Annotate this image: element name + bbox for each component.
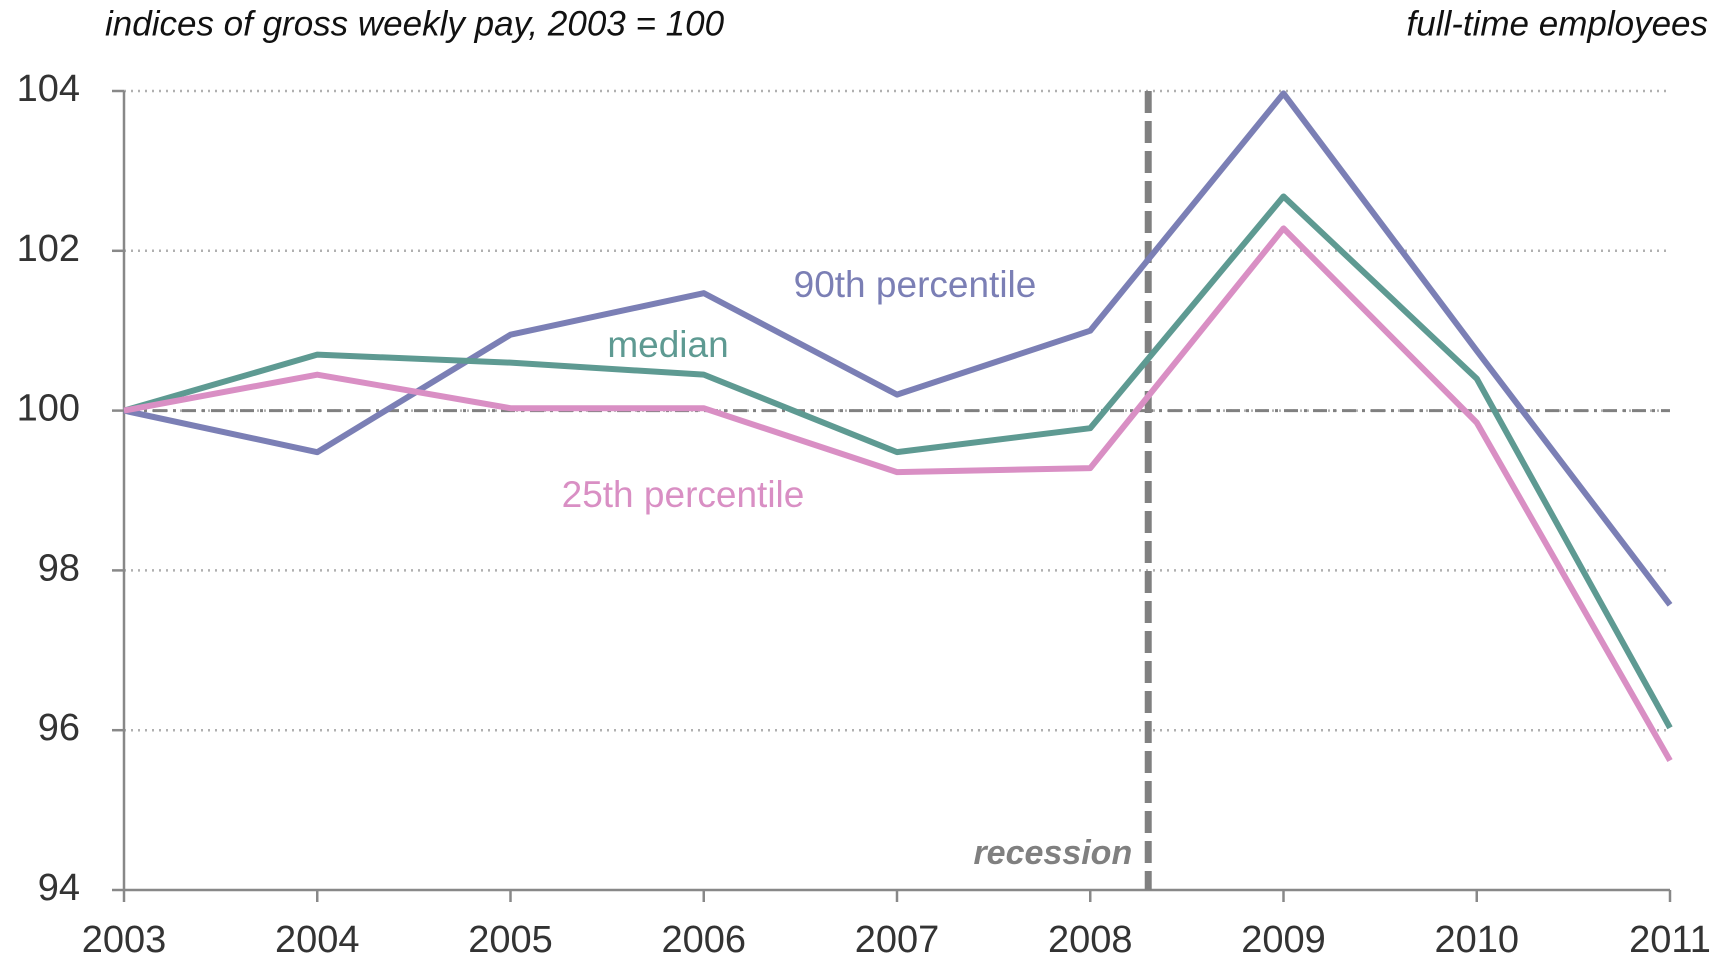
y-tick-label: 104 [17,68,80,110]
x-tick-label: 2008 [1048,919,1133,961]
series-label: 25th percentile [562,474,805,515]
y-tick-label: 96 [38,707,80,749]
y-tick-label: 98 [38,547,80,589]
x-tick-label: 2007 [855,919,940,961]
y-tick-label: 102 [17,228,80,270]
x-tick-label: 2009 [1241,919,1326,961]
y-tick-label: 94 [38,867,80,909]
x-tick-label: 2011 [1629,919,1711,961]
series-label: 90th percentile [794,264,1037,305]
series-label: median [607,324,728,365]
y-tick-label: 100 [17,388,80,430]
chart-title: indices of gross weekly pay, 2003 = 100 [105,4,725,43]
x-tick-label: 2010 [1434,919,1519,961]
recession-label: recession [973,834,1132,872]
series-line [123,225,1673,763]
x-tick-label: 2004 [275,919,360,961]
x-tick-label: 2006 [661,919,746,961]
chart-subtitle: full-time employees [1407,4,1709,43]
x-tick-label: 2003 [82,919,167,961]
series-line [123,193,1673,730]
series-line [123,90,1673,607]
x-tick-label: 2005 [468,919,553,961]
